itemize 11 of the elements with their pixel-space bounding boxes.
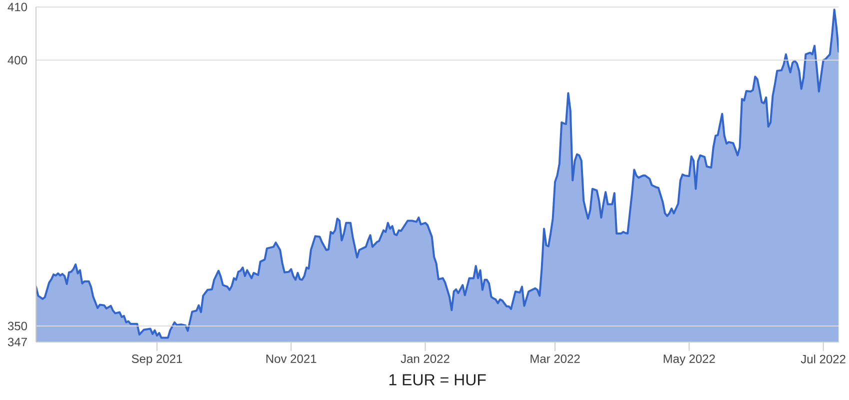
x-tick-label: Sep 2021 <box>132 354 182 366</box>
x-tick-label: Nov 2021 <box>266 354 316 364</box>
x-axis-title: 1 EUR = HUF <box>389 374 486 386</box>
x-tick-label: May 2022 <box>664 354 715 366</box>
y-tick-label: 350 <box>8 322 28 330</box>
y-tick-label: 410 <box>8 2 28 12</box>
y-tick-label: 400 <box>8 56 28 64</box>
x-tick-label: Jul 2022 <box>800 354 846 364</box>
x-tick-label: Jan 2022 <box>400 354 450 364</box>
y-tick-label: 347 <box>8 338 27 346</box>
x-tick-label: Mar 2022 <box>530 354 580 364</box>
